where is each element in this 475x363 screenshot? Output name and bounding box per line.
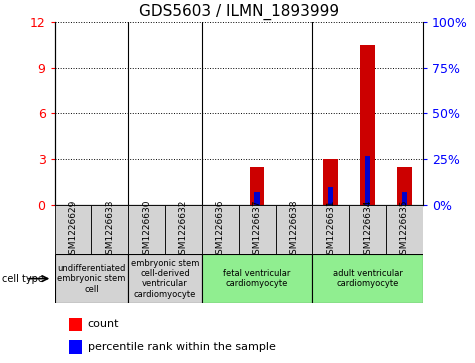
Bar — [238, 205, 276, 254]
Text: GSM1226630: GSM1226630 — [142, 199, 151, 260]
Bar — [254, 192, 260, 205]
Bar — [276, 205, 313, 254]
Text: GSM1226635: GSM1226635 — [400, 199, 409, 260]
Bar — [128, 254, 202, 303]
Bar — [401, 192, 407, 205]
Bar — [328, 187, 333, 205]
Bar — [55, 254, 128, 303]
Bar — [323, 159, 338, 205]
Bar — [250, 167, 265, 205]
Bar — [202, 254, 313, 303]
Text: fetal ventricular
cardiomyocyte: fetal ventricular cardiomyocyte — [223, 269, 291, 288]
Bar — [202, 205, 238, 254]
Text: percentile rank within the sample: percentile rank within the sample — [88, 342, 276, 352]
Bar — [69, 318, 82, 331]
Title: GDS5603 / ILMN_1893999: GDS5603 / ILMN_1893999 — [139, 4, 339, 20]
Bar — [69, 340, 82, 354]
Text: embryonic stem
cell-derived
ventricular
cardiomyocyte: embryonic stem cell-derived ventricular … — [131, 258, 199, 299]
Text: count: count — [88, 319, 119, 330]
Bar — [386, 205, 423, 254]
Text: GSM1226634: GSM1226634 — [363, 199, 372, 260]
Bar — [313, 205, 349, 254]
Text: GSM1226629: GSM1226629 — [68, 199, 77, 260]
Bar — [349, 205, 386, 254]
Text: GSM1226636: GSM1226636 — [216, 199, 225, 260]
Bar — [313, 254, 423, 303]
Bar — [91, 205, 128, 254]
Text: GSM1226638: GSM1226638 — [289, 199, 298, 260]
Text: GSM1226632: GSM1226632 — [179, 199, 188, 260]
Text: undifferentiated
embryonic stem
cell: undifferentiated embryonic stem cell — [57, 264, 125, 294]
Bar — [55, 205, 91, 254]
Text: adult ventricular
cardiomyocyte: adult ventricular cardiomyocyte — [332, 269, 402, 288]
Bar — [397, 167, 412, 205]
Text: cell type: cell type — [2, 274, 44, 284]
Bar — [165, 205, 202, 254]
Text: GSM1226637: GSM1226637 — [253, 199, 262, 260]
Bar — [365, 156, 370, 205]
Text: GSM1226633: GSM1226633 — [105, 199, 114, 260]
Bar — [360, 45, 375, 205]
Bar — [128, 205, 165, 254]
Text: GSM1226631: GSM1226631 — [326, 199, 335, 260]
